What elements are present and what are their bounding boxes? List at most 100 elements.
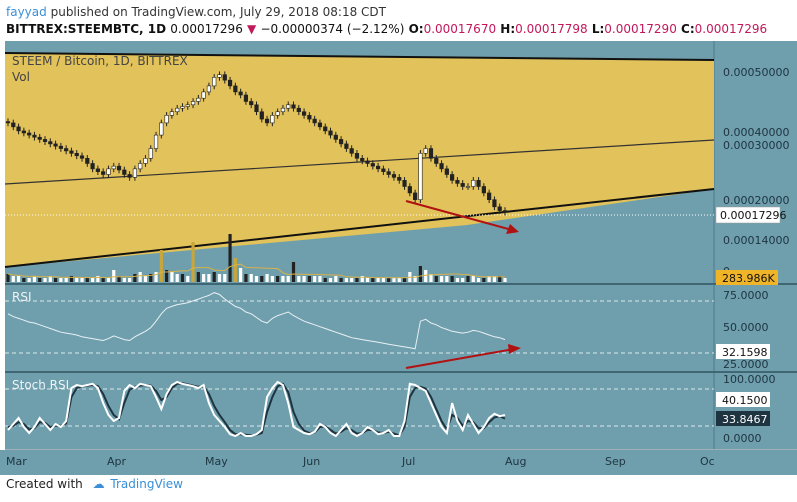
candle[interactable] [201, 91, 206, 99]
candle[interactable] [206, 85, 212, 93]
candle[interactable] [249, 101, 254, 106]
candle[interactable] [238, 91, 243, 96]
candle[interactable] [264, 118, 270, 124]
candle[interactable] [275, 111, 280, 116]
candle[interactable] [476, 180, 481, 187]
candle[interactable] [116, 165, 122, 171]
candle[interactable] [90, 163, 95, 170]
candle[interactable] [365, 160, 370, 164]
candle[interactable] [354, 153, 360, 159]
candle[interactable] [386, 171, 391, 175]
candle[interactable] [328, 130, 333, 136]
candle[interactable] [37, 136, 42, 140]
candle[interactable] [27, 132, 32, 136]
candle[interactable] [296, 107, 301, 113]
candle[interactable] [169, 111, 175, 116]
candle[interactable] [196, 97, 201, 102]
candle[interactable] [21, 130, 26, 134]
candle[interactable] [423, 148, 428, 154]
candle[interactable] [53, 143, 58, 147]
candle[interactable] [418, 153, 423, 200]
candle[interactable] [143, 158, 148, 164]
candle[interactable] [465, 186, 471, 188]
candle[interactable] [233, 85, 238, 93]
candle[interactable] [370, 163, 375, 167]
author-link[interactable]: fayyad [6, 5, 47, 19]
candle[interactable] [317, 122, 323, 128]
candle[interactable] [164, 115, 169, 124]
candle[interactable] [280, 107, 286, 113]
tradingview-brand[interactable]: TradingView [110, 477, 183, 491]
candle[interactable] [227, 79, 233, 87]
candle[interactable] [254, 104, 259, 113]
candle[interactable] [428, 148, 434, 159]
candle[interactable] [450, 174, 455, 181]
candle[interactable] [344, 143, 349, 149]
candle[interactable] [434, 158, 439, 164]
candle[interactable] [11, 122, 16, 128]
candle[interactable] [132, 168, 137, 178]
candle[interactable] [48, 141, 53, 145]
candle[interactable] [217, 74, 222, 78]
candle[interactable] [243, 94, 249, 102]
candle[interactable] [69, 150, 74, 154]
candle[interactable] [259, 111, 264, 120]
candle[interactable] [391, 174, 397, 178]
rsi-divergence-arrow[interactable] [405, 348, 515, 369]
candle[interactable] [159, 122, 164, 136]
candle[interactable] [407, 186, 412, 194]
stoch-k-line[interactable] [7, 380, 506, 438]
candle[interactable] [376, 165, 381, 170]
candle[interactable] [349, 148, 354, 154]
candle[interactable] [312, 118, 317, 124]
candle[interactable] [153, 134, 159, 149]
candle[interactable] [444, 168, 449, 175]
candle[interactable] [222, 74, 227, 81]
candle[interactable] [402, 180, 407, 187]
candle[interactable] [180, 106, 185, 109]
candle[interactable] [101, 171, 106, 175]
candle[interactable] [338, 139, 344, 145]
candle[interactable] [487, 192, 492, 200]
candle[interactable] [455, 180, 460, 184]
candle[interactable] [333, 134, 338, 140]
candle[interactable] [175, 107, 180, 113]
candle[interactable] [301, 111, 307, 116]
candle[interactable] [212, 77, 217, 87]
candle[interactable] [148, 148, 153, 159]
candle[interactable] [381, 168, 386, 172]
candle[interactable] [185, 104, 190, 107]
candle[interactable] [286, 104, 291, 109]
candle[interactable] [502, 210, 508, 213]
candle[interactable] [64, 148, 69, 152]
candle[interactable] [5, 121, 11, 124]
wedge-resistance-line[interactable] [4, 52, 715, 61]
candle[interactable] [79, 155, 85, 159]
candle[interactable] [460, 183, 465, 187]
candle[interactable] [127, 174, 132, 178]
candle[interactable] [42, 139, 48, 142]
candle[interactable] [291, 104, 296, 109]
candle[interactable] [439, 163, 444, 170]
candle[interactable] [16, 126, 21, 132]
candle[interactable] [397, 177, 402, 181]
candle[interactable] [32, 134, 37, 138]
candle[interactable] [323, 126, 328, 132]
candle[interactable] [85, 158, 90, 164]
mid-trend-line[interactable] [4, 139, 715, 185]
candle[interactable] [58, 145, 63, 149]
candle[interactable] [471, 180, 476, 187]
candle[interactable] [74, 153, 79, 157]
candle[interactable] [360, 158, 365, 162]
candle[interactable] [106, 168, 111, 175]
candle[interactable] [190, 101, 196, 106]
candle[interactable] [481, 186, 486, 194]
candle[interactable] [497, 206, 502, 211]
chart-area[interactable]: STEEM / Bitcoin, 1D, BITTREX Vol RSI Sto… [0, 41, 797, 475]
candle[interactable] [122, 169, 127, 175]
candle[interactable] [307, 115, 312, 120]
price-divergence-arrow[interactable] [405, 200, 513, 231]
rsi-line[interactable] [7, 292, 506, 350]
candle[interactable] [413, 192, 418, 200]
candle[interactable] [138, 163, 143, 170]
